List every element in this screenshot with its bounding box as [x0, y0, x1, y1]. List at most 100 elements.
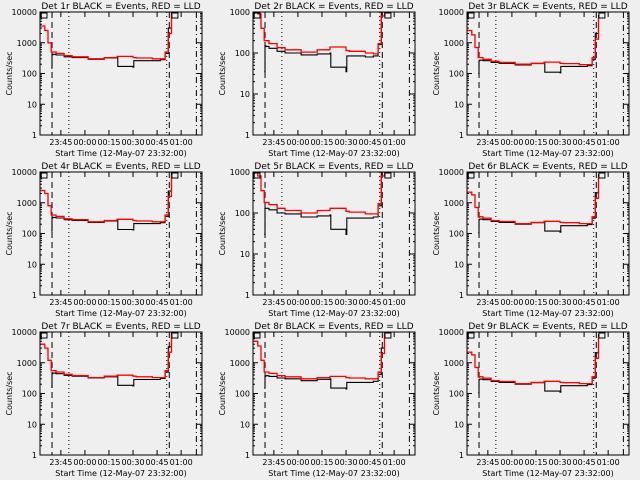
y-tick-label: 10000 — [12, 328, 37, 337]
plot-frame — [39, 11, 203, 136]
saa-marker-box — [253, 332, 261, 339]
x-axis-label: Start Time (12-May-07 23:32:00) — [482, 149, 613, 158]
x-tick-label: 01:00 — [170, 298, 193, 307]
y-tick-label: 100 — [235, 390, 250, 399]
y-tick-label: 10 — [240, 90, 250, 99]
x-axis-label: Start Time (12-May-07 23:32:00) — [268, 469, 399, 478]
chart-panel-6: Det 6r BLACK = Events, RED = LLD Counts/s… — [432, 162, 630, 318]
x-tick-label: 23:45 — [476, 298, 499, 307]
x-tick-label: 00:00 — [286, 298, 309, 307]
y-tick-label: 1000 — [230, 359, 250, 368]
x-axis-label: Start Time (12-May-07 23:32:00) — [55, 309, 186, 318]
y-axis-label: Counts/sec — [218, 371, 227, 415]
lld-series — [40, 332, 173, 379]
lld-series — [253, 332, 386, 380]
chart-title: Det 5r BLACK = Events, RED = LLD — [254, 162, 413, 172]
y-axis-label: Counts/sec — [432, 51, 441, 95]
y-tick-label: 1000 — [230, 8, 250, 17]
plot-frame — [39, 171, 203, 296]
x-tick-label: 01:00 — [383, 298, 406, 307]
y-tick-label: 1000 — [230, 168, 250, 177]
y-tick-label: 1000 — [17, 199, 37, 208]
x-tick-label: 00:00 — [73, 138, 96, 147]
saa-marker-box — [171, 12, 179, 19]
x-tick-label: 00:45 — [359, 138, 382, 147]
x-tick-label: 00:00 — [73, 458, 96, 467]
x-tick-label: 23:45 — [262, 138, 285, 147]
x-tick-label: 23:45 — [476, 138, 499, 147]
y-tick-label: 1000 — [17, 39, 37, 48]
y-tick-label: 100 — [449, 390, 464, 399]
chart-panel-3: Det 3r BLACK = Events, RED = LLD Counts/s… — [432, 2, 630, 158]
events-series — [264, 12, 386, 73]
y-tick-label: 100 — [235, 209, 250, 218]
chart-panel-7: Det 7r BLACK = Events, RED = LLD Counts/s… — [5, 322, 203, 478]
x-tick-label: 00:15 — [524, 458, 547, 467]
chart-panel-9: Det 9r BLACK = Events, RED = LLD Counts/s… — [432, 322, 630, 478]
events-series — [264, 172, 386, 235]
x-tick-label: 00:30 — [121, 458, 144, 467]
lld-series — [40, 175, 173, 223]
y-tick-label: 1 — [32, 451, 37, 460]
x-tick-label: 00:15 — [524, 138, 547, 147]
x-tick-label: 00:30 — [334, 298, 357, 307]
x-tick-label: 00:15 — [310, 298, 333, 307]
y-tick-label: 10000 — [225, 328, 250, 337]
y-tick-label: 1 — [459, 131, 464, 140]
plot-frame — [466, 331, 630, 456]
saa-marker-box — [171, 332, 179, 339]
saa-marker-box — [384, 332, 392, 339]
y-axis-label: Counts/sec — [432, 371, 441, 415]
y-axis-label: Counts/sec — [5, 371, 14, 415]
chart-panel-8: Det 8r BLACK = Events, RED = LLD Counts/s… — [218, 322, 416, 478]
x-tick-label: 00:30 — [334, 458, 357, 467]
saa-marker-box — [598, 172, 606, 179]
chart-title: Det 4r BLACK = Events, RED = LLD — [41, 162, 200, 172]
lld-series — [40, 12, 173, 60]
saa-marker-box — [467, 12, 475, 19]
y-tick-label: 1 — [245, 451, 250, 460]
x-tick-label: 23:45 — [476, 458, 499, 467]
y-axis-label: Counts/sec — [432, 211, 441, 255]
y-axis-label: Counts/sec — [5, 211, 14, 255]
saa-marker-box — [253, 12, 261, 19]
y-tick-label: 100 — [22, 390, 37, 399]
x-tick-label: 00:15 — [97, 458, 120, 467]
y-tick-label: 100 — [235, 49, 250, 58]
x-tick-label: 01:00 — [170, 138, 193, 147]
x-tick-label: 00:30 — [334, 138, 357, 147]
saa-marker-box — [467, 332, 475, 339]
x-tick-label: 23:45 — [49, 138, 72, 147]
x-tick-label: 01:00 — [383, 458, 406, 467]
chart-title: Det 3r BLACK = Events, RED = LLD — [468, 2, 627, 12]
x-axis-label: Start Time (12-May-07 23:32:00) — [55, 149, 186, 158]
y-tick-label: 1 — [459, 451, 464, 460]
x-tick-label: 00:00 — [73, 298, 96, 307]
saa-marker-box — [40, 332, 48, 339]
y-tick-label: 10 — [454, 100, 464, 109]
chart-title: Det 2r BLACK = Events, RED = LLD — [254, 2, 413, 12]
y-tick-label: 1 — [245, 131, 250, 140]
x-tick-label: 00:45 — [573, 138, 596, 147]
y-tick-label: 100 — [449, 70, 464, 79]
saa-marker-box — [384, 172, 392, 179]
x-tick-label: 00:45 — [573, 298, 596, 307]
x-tick-label: 00:15 — [97, 298, 120, 307]
lld-series — [467, 176, 600, 225]
x-tick-label: 23:45 — [262, 458, 285, 467]
x-tick-label: 00:45 — [146, 138, 169, 147]
x-tick-label: 00:30 — [121, 298, 144, 307]
x-tick-label: 00:45 — [146, 298, 169, 307]
y-tick-label: 100 — [22, 230, 37, 239]
x-tick-label: 23:45 — [49, 298, 72, 307]
y-tick-label: 1000 — [444, 199, 464, 208]
y-tick-label: 10 — [27, 100, 37, 109]
x-axis-label: Start Time (12-May-07 23:32:00) — [55, 469, 186, 478]
y-tick-label: 10 — [27, 420, 37, 429]
y-tick-label: 1000 — [444, 39, 464, 48]
y-tick-label: 10 — [240, 250, 250, 259]
y-tick-label: 100 — [449, 230, 464, 239]
lld-series — [253, 12, 386, 55]
x-tick-label: 00:45 — [359, 298, 382, 307]
